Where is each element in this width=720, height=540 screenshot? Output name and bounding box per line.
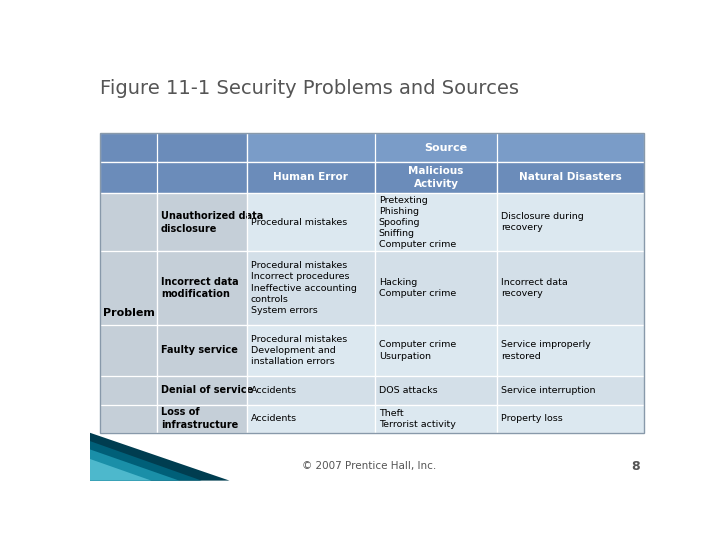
Bar	[157, 325, 247, 376]
Bar	[247, 161, 375, 193]
Text: Natural Disasters: Natural Disasters	[519, 172, 622, 183]
Bar	[498, 376, 644, 404]
Bar	[157, 404, 247, 433]
Bar	[498, 161, 644, 193]
Text: Procedural mistakes
Incorrect procedures
Ineffective accounting
controls
System : Procedural mistakes Incorrect procedures…	[251, 261, 356, 315]
Bar	[247, 252, 375, 325]
Text: Human Error: Human Error	[274, 172, 348, 183]
Bar	[247, 325, 375, 376]
Bar	[157, 376, 247, 404]
Bar	[498, 325, 644, 376]
Text: Service improperly
restored: Service improperly restored	[501, 340, 591, 361]
Polygon shape	[90, 449, 179, 481]
Bar	[157, 252, 247, 325]
Bar	[375, 193, 498, 252]
Text: DOS attacks: DOS attacks	[379, 386, 437, 395]
Polygon shape	[90, 433, 230, 481]
Bar	[157, 193, 247, 252]
Text: Theft
Terrorist activity: Theft Terrorist activity	[379, 409, 456, 429]
Text: Procedural mistakes: Procedural mistakes	[251, 218, 347, 227]
Text: Loss of
infrastructure: Loss of infrastructure	[161, 408, 238, 430]
Text: Disclosure during
recovery: Disclosure during recovery	[501, 212, 584, 232]
Text: Figure 11-1 Security Problems and Sources: Figure 11-1 Security Problems and Source…	[100, 79, 519, 98]
Bar	[247, 404, 375, 433]
Bar	[247, 193, 375, 252]
Text: Property loss: Property loss	[501, 414, 563, 423]
Text: 8: 8	[631, 460, 639, 472]
Text: Incorrect data
recovery: Incorrect data recovery	[501, 278, 568, 298]
Text: Computer crime
Usurpation: Computer crime Usurpation	[379, 340, 456, 361]
Polygon shape	[90, 441, 202, 481]
Bar	[100, 133, 644, 433]
Bar	[498, 404, 644, 433]
Text: Procedural mistakes
Development and
installation errors: Procedural mistakes Development and inst…	[251, 335, 347, 366]
Bar	[498, 252, 644, 325]
Bar	[375, 376, 498, 404]
Text: Service interruption: Service interruption	[501, 386, 595, 395]
Bar	[100, 133, 247, 161]
Bar	[247, 133, 644, 161]
Text: Incorrect data
modification: Incorrect data modification	[161, 277, 239, 299]
Text: Denial of service: Denial of service	[161, 386, 253, 395]
Text: Source: Source	[424, 143, 467, 152]
Bar	[375, 325, 498, 376]
Bar	[375, 161, 498, 193]
Text: Malicious
Activity: Malicious Activity	[408, 166, 464, 188]
Text: Problem: Problem	[103, 308, 155, 318]
Bar	[100, 161, 247, 193]
Text: Accidents: Accidents	[251, 414, 297, 423]
Text: Hacking
Computer crime: Hacking Computer crime	[379, 278, 456, 298]
Text: Unauthorized data
disclosure: Unauthorized data disclosure	[161, 211, 264, 234]
Text: Pretexting
Phishing
Spoofing
Sniffing
Computer crime: Pretexting Phishing Spoofing Sniffing Co…	[379, 195, 456, 249]
Polygon shape	[90, 459, 151, 481]
Text: © 2007 Prentice Hall, Inc.: © 2007 Prentice Hall, Inc.	[302, 461, 436, 471]
Text: Accidents: Accidents	[251, 386, 297, 395]
Bar	[100, 193, 157, 433]
Bar	[247, 376, 375, 404]
Text: Faulty service: Faulty service	[161, 346, 238, 355]
Bar	[498, 193, 644, 252]
Bar	[375, 252, 498, 325]
Bar	[375, 404, 498, 433]
